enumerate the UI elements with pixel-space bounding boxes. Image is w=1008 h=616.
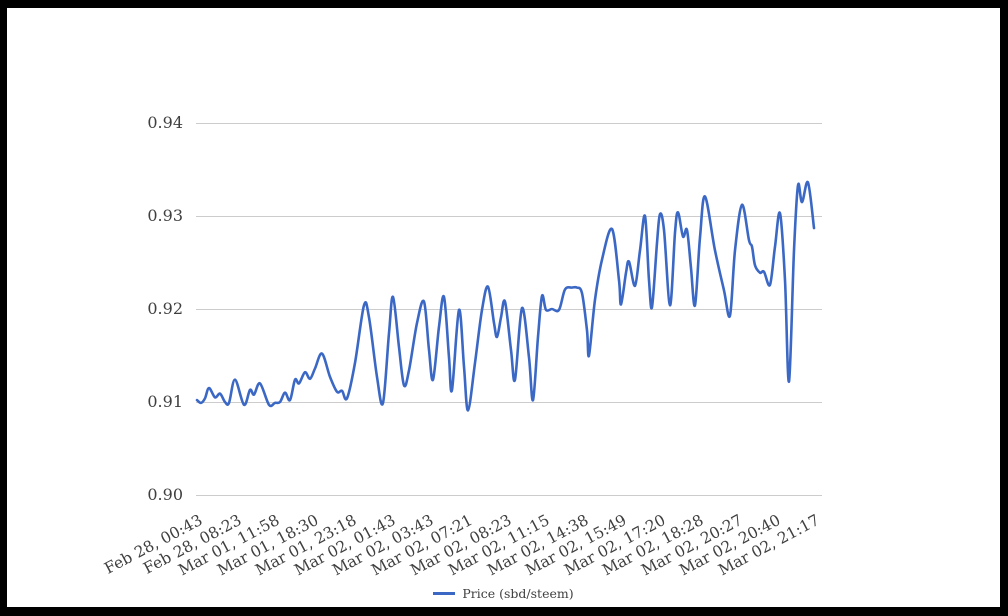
- legend: Price (sbd/steem): [7, 584, 1000, 602]
- gridline: [196, 495, 822, 496]
- price-line-series: [195, 180, 816, 412]
- gridline: [196, 216, 822, 217]
- y-tick-label: 0.93: [147, 206, 183, 225]
- price-chart: 0.90 0.91 0.92 0.93 0.94 Feb 28, 00:43 Feb 28…: [7, 8, 1000, 607]
- y-tick-label: 0.91: [147, 392, 183, 411]
- y-tick-label: 0.94: [147, 113, 183, 132]
- legend-line-swatch: [433, 591, 456, 595]
- y-tick-label: 0.90: [147, 485, 183, 504]
- legend-label: Price (sbd/steem): [462, 585, 574, 601]
- gridline: [196, 402, 822, 403]
- gridline: [196, 309, 822, 310]
- gridline: [196, 123, 822, 124]
- chart-page: 0.90 0.91 0.92 0.93 0.94 Feb 28, 00:43 Feb 28…: [7, 8, 1000, 607]
- price-line-chart-canvas: [195, 180, 816, 412]
- y-tick-label: 0.92: [147, 299, 183, 318]
